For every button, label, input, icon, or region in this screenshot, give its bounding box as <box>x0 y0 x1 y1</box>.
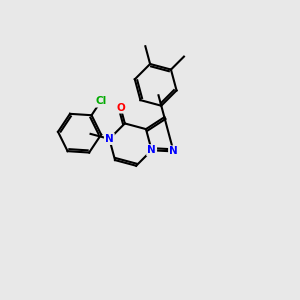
Text: O: O <box>116 103 125 112</box>
Text: Cl: Cl <box>95 97 106 106</box>
Text: N: N <box>147 145 156 155</box>
Text: N: N <box>105 134 114 144</box>
Text: N: N <box>169 146 178 156</box>
